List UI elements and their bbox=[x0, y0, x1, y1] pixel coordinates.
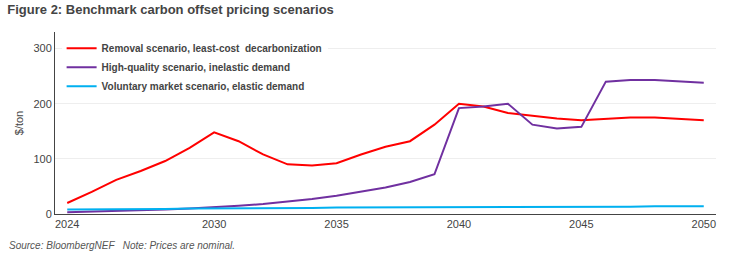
svg-text:300: 300 bbox=[33, 42, 51, 54]
svg-text:100: 100 bbox=[33, 153, 51, 165]
svg-text:High-quality scenario, inelast: High-quality scenario, inelastic demand bbox=[102, 62, 290, 73]
svg-text:2024: 2024 bbox=[55, 218, 79, 230]
svg-text:2050: 2050 bbox=[692, 218, 716, 230]
svg-text:Source: BloombergNEF Note: P: Source: BloombergNEF Note: Prices are no… bbox=[9, 240, 235, 251]
svg-text:2030: 2030 bbox=[202, 218, 226, 230]
svg-text:200: 200 bbox=[33, 98, 51, 110]
svg-text:0: 0 bbox=[46, 208, 52, 220]
svg-text:Removal scenario, least-cost: Removal scenario, least-cost decarboniza… bbox=[102, 43, 322, 54]
svg-text:Figure 2: Benchmark carbon off: Figure 2: Benchmark carbon offset pricin… bbox=[7, 2, 334, 17]
svg-text:2045: 2045 bbox=[569, 218, 593, 230]
svg-text:2040: 2040 bbox=[447, 218, 471, 230]
svg-text:Voluntary market scenario, ela: Voluntary market scenario, elastic deman… bbox=[102, 81, 305, 92]
svg-text:2035: 2035 bbox=[324, 218, 348, 230]
svg-text:$/ton: $/ton bbox=[13, 111, 25, 135]
